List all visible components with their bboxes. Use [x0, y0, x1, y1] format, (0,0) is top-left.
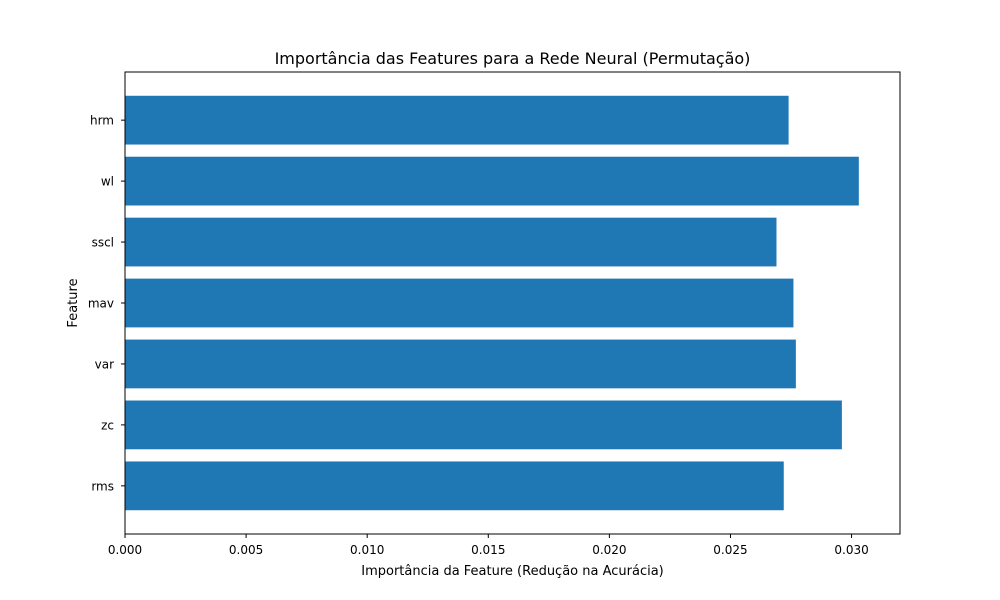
bar-var — [125, 339, 796, 389]
bar-wl — [125, 156, 859, 206]
y-tick-label: var — [95, 357, 114, 371]
x-tick-label: 0.015 — [471, 543, 505, 557]
x-tick-label: 0.025 — [713, 543, 747, 557]
x-tick-label: 0.000 — [108, 543, 142, 557]
y-axis-ticks: rms zc var mav sscl wl hrm — [88, 114, 125, 493]
y-axis-label: Feature — [66, 278, 81, 327]
y-tick-label: mav — [88, 297, 114, 311]
y-tick-label: sscl — [92, 236, 114, 250]
x-axis-label: Importância da Feature (Redução na Acurá… — [361, 564, 664, 579]
x-tick-label: 0.010 — [350, 543, 384, 557]
y-tick-label: rms — [91, 479, 114, 493]
x-tick-label: 0.030 — [834, 543, 868, 557]
bar-mav — [125, 278, 794, 328]
bar-sscl — [125, 217, 777, 267]
x-tick-label: 0.005 — [229, 543, 263, 557]
y-tick-label: hrm — [90, 114, 114, 128]
plot-frame — [124, 71, 901, 535]
bar-rms — [125, 461, 784, 511]
y-tick-label: wl — [101, 175, 114, 189]
x-tick-label: 0.020 — [592, 543, 626, 557]
bar-hrm — [125, 95, 789, 145]
bars-group — [125, 95, 859, 511]
chart-title: Importância das Features para a Rede Neu… — [275, 49, 751, 68]
x-axis-ticks: 0.000 0.005 0.010 0.015 0.020 0.025 0.030 — [108, 534, 869, 557]
y-tick-label: zc — [101, 418, 114, 432]
bar-zc — [125, 400, 842, 450]
